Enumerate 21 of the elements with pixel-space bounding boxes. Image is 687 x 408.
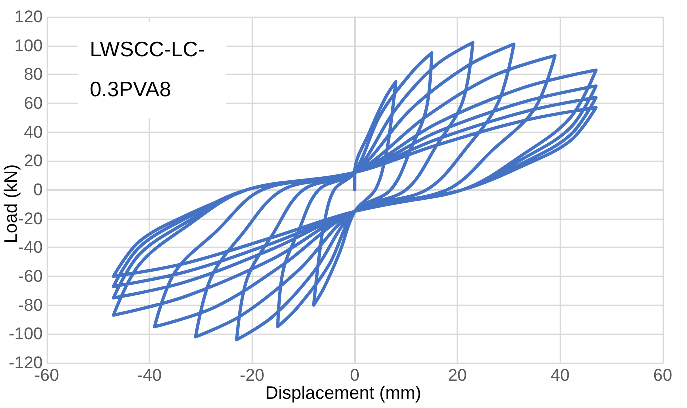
x-tick-label: -40 [137, 366, 162, 385]
y-tick-label: 100 [14, 36, 43, 56]
y-tick-label: -120 [8, 354, 43, 372]
y-tick-label: -100 [8, 324, 43, 344]
x-tick-label: 40 [550, 366, 570, 385]
y-tick-label: 0 [34, 180, 43, 200]
x-tick-label: 20 [448, 366, 468, 385]
y-tick-label: -40 [18, 238, 43, 258]
y-tick-label: 60 [24, 94, 43, 113]
y-tick-label: 40 [24, 122, 43, 142]
y-tick-label: 80 [24, 65, 43, 84]
y-tick-label: 120 [14, 8, 43, 26]
y-tick-label: -20 [18, 209, 43, 228]
x-tick-label: 60 [654, 366, 672, 385]
x-tick-label: -20 [240, 366, 265, 385]
x-axis-title: Displacement (mm) [265, 383, 422, 403]
x-tick-label: 0 [350, 366, 360, 385]
y-tick-label: 20 [24, 152, 43, 171]
y-tick-label: -80 [18, 296, 43, 315]
text: LWSCC-LC-0.3PVA8 [90, 38, 206, 102]
y-tick-label: -60 [18, 267, 43, 286]
